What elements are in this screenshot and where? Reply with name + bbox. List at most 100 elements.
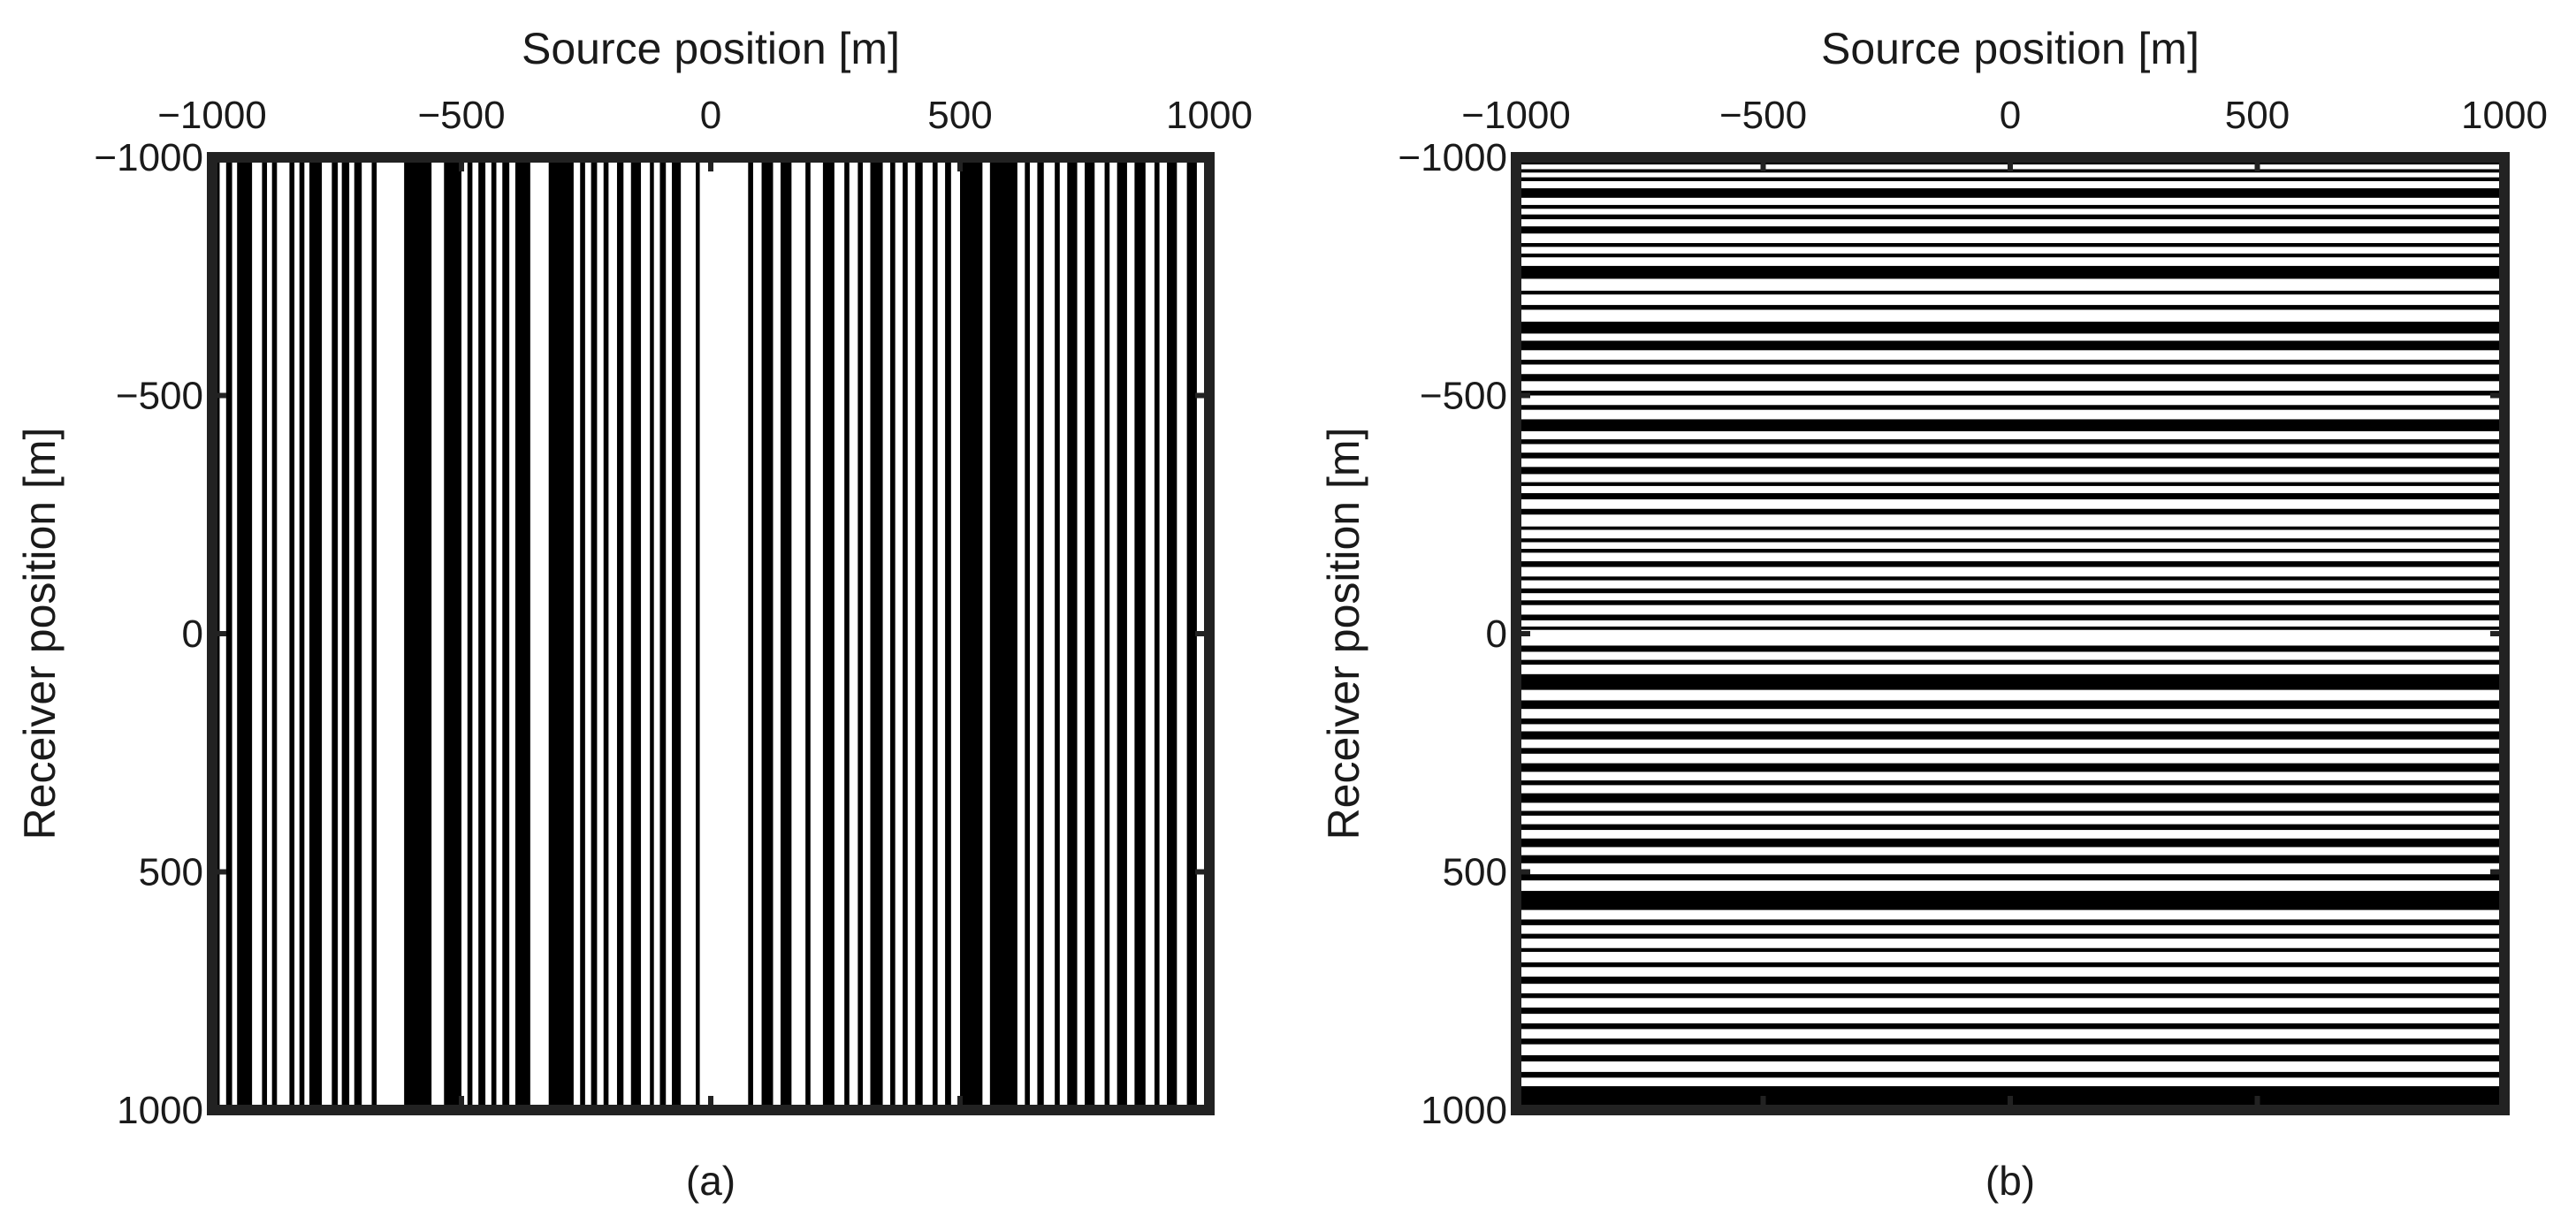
panel-a-band	[1037, 157, 1044, 1110]
panel-a-x-tick-label: −1000	[157, 94, 267, 137]
panel-a-band	[915, 157, 923, 1110]
panel-b-y-tick-label: −500	[1420, 375, 1507, 418]
panel-b-band	[1516, 482, 2504, 486]
panel-b-band	[1516, 673, 2504, 690]
panel-a-x-tick-labels: −1000 −500 0 500 1000	[157, 94, 1253, 137]
panel-a-caption: (a)	[686, 1158, 735, 1204]
panel-b-band	[1516, 508, 2504, 515]
panel-b-band	[1516, 391, 2504, 396]
panel-b-y-tick-label: 500	[1443, 851, 1507, 894]
panel-a-y-tick-label: 500	[139, 851, 203, 894]
panel-a-band	[650, 157, 654, 1110]
panel-a-x-tick-label: 1000	[1166, 94, 1253, 137]
panel-a-band	[932, 157, 938, 1110]
panel-a-band	[1154, 157, 1160, 1110]
panel-b-band	[1516, 321, 2504, 334]
panel-a-band	[548, 157, 574, 1110]
panel-a-band	[1167, 157, 1177, 1110]
panel-b-band	[1516, 947, 2504, 953]
panel-b-band	[1516, 1023, 2504, 1030]
panel-a-band	[354, 157, 362, 1110]
panel-a-band	[960, 157, 983, 1110]
panel-b-band	[1516, 405, 2504, 410]
panel-a-band	[805, 157, 811, 1110]
panel-b-band	[1516, 1038, 2504, 1045]
panel-b-band	[1516, 253, 2504, 258]
panel-a-band	[591, 157, 598, 1110]
panel-b-y-tick-label: 0	[1486, 612, 1507, 656]
panel-b-band	[1516, 700, 2504, 710]
panel-b-y-tick-label: 1000	[1421, 1089, 1507, 1132]
panel-b-band	[1516, 549, 2504, 553]
panel-a-band	[309, 157, 323, 1110]
panel-a-band	[780, 157, 792, 1110]
panel-b-band	[1516, 718, 2504, 725]
panel-b-y-tick-label: −1000	[1398, 136, 1507, 179]
panel-b-band	[1516, 874, 2504, 881]
panel-a-band	[945, 157, 951, 1110]
panel-b-x-axis-title: Source position [m]	[1821, 24, 2199, 73]
panel-a-x-tick-label: 0	[700, 94, 721, 137]
panel-b-band	[1516, 1055, 2504, 1062]
panel-a-band	[467, 157, 473, 1110]
panel-a-y-tick-label: 1000	[117, 1089, 203, 1132]
panel-a-band	[332, 157, 339, 1110]
panel-a-band	[225, 157, 232, 1110]
panel-a-band	[1025, 157, 1030, 1110]
panel-a: −1000 −500 0 500 1000 −1000 −500 0 500 1000 Sour…	[15, 24, 1253, 1204]
panel-b-band	[1516, 992, 2504, 999]
panel-b-y-tick-labels: −1000 −500 0 500 1000	[1398, 136, 1507, 1132]
panel-a-band	[989, 157, 1017, 1110]
panel-b-band	[1516, 177, 2504, 181]
panel-b-band	[1516, 780, 2504, 786]
panel-b-band	[1516, 374, 2504, 382]
panel-b-band	[1516, 600, 2504, 605]
panel-b-x-tick-label: −1000	[1461, 94, 1571, 137]
panel-a-band	[444, 157, 461, 1110]
panel-b-band	[1516, 243, 2504, 247]
panel-b-band	[1516, 439, 2504, 445]
panel-a-y-tick-label: 0	[182, 612, 203, 656]
panel-a-band	[371, 157, 377, 1110]
panel-a-band	[1055, 157, 1060, 1110]
panel-b-band	[1516, 824, 2504, 831]
panel-b-band	[1516, 467, 2504, 475]
panel-a-band	[696, 157, 700, 1110]
panel-b-band	[1516, 933, 2504, 939]
panel-a-tick-marks	[210, 155, 1212, 1113]
panel-b-band	[1516, 645, 2504, 652]
panel-a-band	[580, 157, 585, 1110]
panel-b-band	[1516, 214, 2504, 220]
panel-b-band	[1516, 588, 2504, 594]
panel-b-band	[1516, 340, 2504, 351]
panel-a-band	[262, 157, 268, 1110]
panel-b-band	[1516, 659, 2504, 665]
panel-a-band	[844, 157, 850, 1110]
panel-b-band	[1516, 576, 2504, 581]
panel-b-x-tick-label: 0	[2000, 94, 2021, 137]
panel-b-band	[1516, 731, 2504, 740]
panel-a-band	[271, 157, 278, 1110]
panel-a-band	[890, 157, 896, 1110]
panel-a-band	[761, 157, 774, 1110]
panel-a-band	[748, 157, 753, 1110]
panel-b-caption: (b)	[1985, 1158, 2035, 1204]
panel-b-band	[1516, 962, 2504, 968]
panel-a-band	[237, 157, 253, 1110]
panel-a-bands	[212, 157, 1197, 1110]
panel-b-band	[1516, 538, 2504, 543]
panel-a-band	[491, 157, 497, 1110]
panel-b-band	[1516, 188, 2504, 198]
panel-a-y-tick-labels: −1000 −500 0 500 1000	[94, 136, 203, 1132]
panel-a-band	[616, 157, 624, 1110]
panel-b-band	[1516, 305, 2504, 310]
panel-a-band	[341, 157, 350, 1110]
panel-b-x-tick-label: 500	[2225, 94, 2290, 137]
panel-a-band	[672, 157, 682, 1110]
panel-b-band	[1516, 614, 2504, 620]
panel-a-y-tick-label: −500	[116, 375, 203, 418]
panel-a-band	[822, 157, 835, 1110]
panel-b-band	[1516, 919, 2504, 925]
panel-b-band	[1516, 204, 2504, 209]
